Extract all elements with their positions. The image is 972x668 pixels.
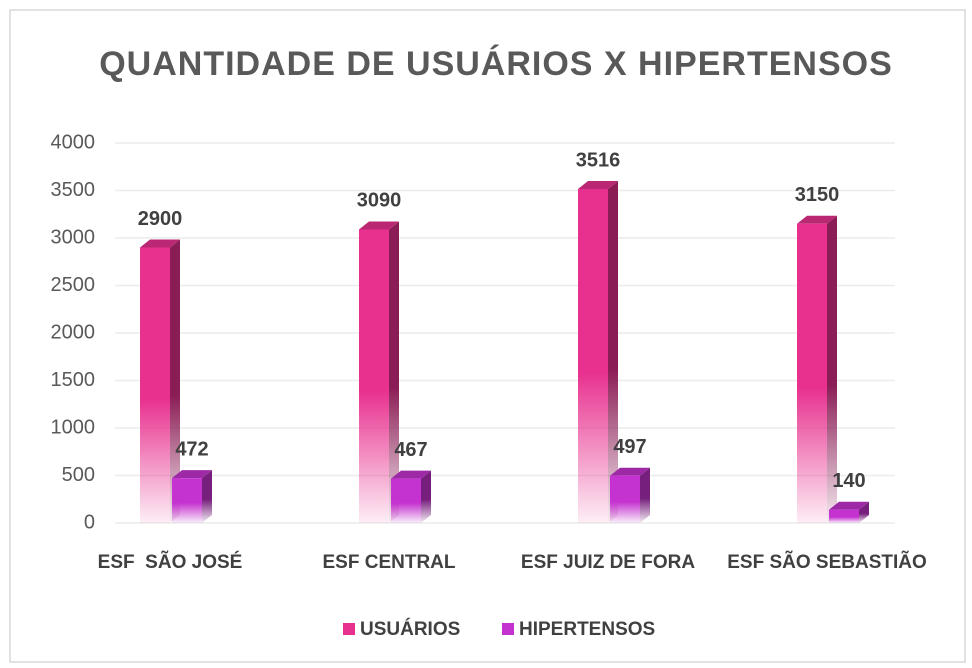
legend-label: HIPERTENSOS [519, 619, 655, 640]
value-label: 2900 [138, 208, 183, 230]
bar-side [608, 180, 618, 524]
y-tick-label: 1500 [51, 369, 96, 391]
value-label: 140 [832, 470, 865, 492]
bar-side [170, 239, 180, 523]
bar-side [202, 470, 212, 523]
y-tick-label: 1000 [51, 416, 96, 438]
y-tick-label: 4000 [51, 131, 96, 153]
chart-title: QUANTIDADE DE USUÁRIOS X HIPERTENSOS [99, 45, 893, 83]
value-label: 467 [394, 439, 427, 461]
bar-top [578, 180, 618, 189]
bar [578, 188, 608, 524]
bar [140, 247, 170, 523]
bar-top [829, 501, 869, 510]
bar-side [827, 215, 837, 523]
legend-swatch [502, 623, 514, 635]
bar-top [140, 239, 180, 248]
bar [797, 223, 827, 523]
y-tick-label: 3000 [51, 226, 96, 248]
bar [610, 475, 640, 523]
bar [172, 478, 202, 523]
value-label: 472 [175, 438, 208, 460]
x-tick-label: ESF SÃO SEBASTIÃO [727, 551, 927, 573]
y-tick-label: 2500 [51, 274, 96, 296]
bar-side [640, 467, 650, 523]
bar-side [859, 501, 869, 523]
x-tick-label: ESF CENTRAL [323, 552, 456, 573]
bar-top [359, 221, 399, 230]
bar-top [172, 470, 212, 479]
bar-side [389, 221, 399, 523]
legend-label: USUÁRIOS [360, 618, 460, 640]
y-tick-label: 500 [62, 464, 95, 486]
bar [391, 478, 421, 523]
bar [829, 509, 859, 523]
value-label: 3090 [357, 190, 402, 212]
value-label: 3516 [576, 149, 621, 171]
bar-top [797, 215, 837, 224]
bar-top [391, 470, 431, 479]
y-tick-label: 2000 [51, 321, 96, 343]
value-label: 3150 [795, 184, 840, 206]
value-label: 497 [613, 436, 646, 458]
y-tick-label: 0 [84, 511, 95, 533]
y-tick-label: 3500 [51, 179, 96, 201]
bar [359, 229, 389, 523]
legend-swatch [343, 623, 355, 635]
x-tick-label: ESF SÃO JOSÉ [98, 551, 243, 573]
bar-side [421, 470, 431, 523]
bar-top [610, 467, 650, 476]
x-tick-label: ESF JUIZ DE FORA [521, 552, 695, 573]
